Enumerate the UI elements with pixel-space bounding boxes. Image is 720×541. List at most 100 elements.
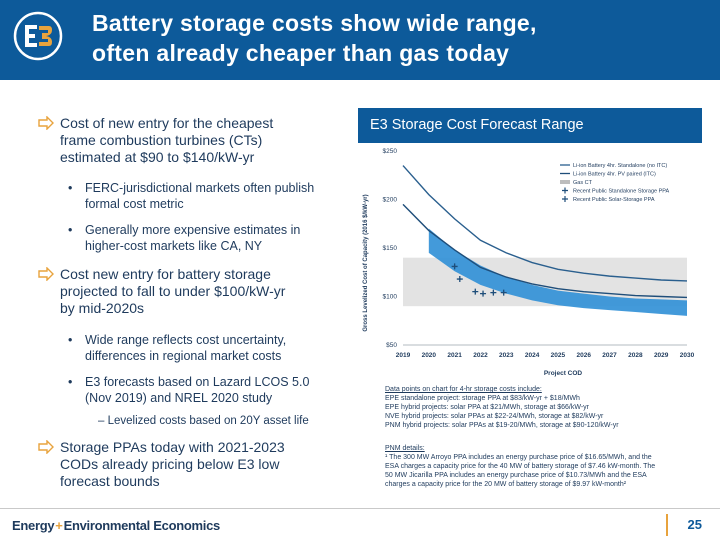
solar-storage-ppa-point [472,288,479,295]
footer-brand: Energy+Environmental Economics [12,518,220,533]
ppa-marker-dot [453,265,456,268]
page-number-divider [666,514,668,536]
legend-plus-icon [562,187,568,194]
chart-header: E3 Storage Cost Forecast Range [358,108,702,143]
solar-storage-ppa-point [500,289,507,296]
footer-brand-right: Environmental Economics [63,518,221,533]
sub-line: Wide range reflects cost uncertainty, [85,333,287,347]
legend-label: Recent Public Solar-Storage PPA [573,197,655,203]
series-line-pv-paired [402,203,688,299]
x-tick-label: 2020 [422,352,437,359]
footer [0,508,720,541]
bullet-ct-cost: Cost of new entry for the cheapest frame… [38,115,350,166]
arrow-bullet-icon [38,440,54,454]
notes-line: EPE standalone project: storage PPA at $… [385,395,580,402]
x-tick-label: 2026 [576,352,591,359]
sub-line: Generally more expensive estimates in [85,223,301,237]
x-tick-label: 2025 [551,352,566,359]
legend-item: Recent Public Solar-Storage PPA [562,196,655,203]
ppa-marker-dot [458,278,461,281]
bullet-line: Cost of new entry for the cheapest [60,115,274,131]
legend-label: Li-ion Battery 4hr. PV paired (ITC) [573,172,656,178]
bullet-battery-cost: Cost new entry for battery storage proje… [38,266,350,317]
x-tick-label: 2030 [680,352,695,359]
x-tick-label: 2021 [447,352,462,359]
x-tick-label: 2022 [473,352,488,359]
y-tick-label: $50 [386,342,397,349]
legend-item: Li-ion Battery 4hr. Standalone (no ITC) [560,163,667,169]
notes-line: 50 MW Jicarilla PPA includes an energy p… [385,472,647,479]
sub-sub-bullet-levelized: – Levelized costs based on 20Y asset lif… [98,415,309,427]
sub-line: FERC-jurisdictional markets often publis… [85,181,315,195]
bullet-line: CODs already pricing below E3 low [60,456,280,472]
legend-plus-icon [562,196,568,202]
legend-label: Recent Public Standalone Storage PPA [573,189,670,195]
bullet-line: estimated at $90 to $140/kW-yr [60,149,255,165]
notes-line: NVE hybrid projects: solar PPAs at $22-2… [385,413,604,420]
sub-line: E3 forecasts based on Lazard LCOS 5.0 [85,375,310,389]
sub-bullet-forecast-basis: • E3 forecasts based on Lazard LCOS 5.0 … [68,374,350,406]
sub-line: differences in regional market costs [85,349,282,363]
legend-item: Gas CT [560,180,593,186]
sub-bullet-ferc: • FERC-jurisdictional markets often publ… [68,180,350,212]
sub-bullet-wide-range: • Wide range reflects cost uncertainty, … [68,332,350,364]
sub-bullet-higher-cost: • Generally more expensive estimates in … [68,222,350,254]
page-title: Battery storage costs show wide range, o… [92,8,712,68]
bullet-line: forecast bounds [60,473,160,489]
notes-line: ¹ The 300 MW Arroyo PPA includes an ener… [385,454,652,461]
notes-line: ESA charges a capacity price for the 40 … [385,463,656,470]
sub-line: higher-cost markets like CA, NY [85,239,263,253]
notes-line: EPE hybrid projects: solar PPA at $21/MW… [385,404,589,411]
standalone-ppa-point [451,263,458,270]
notes-line: charges a capacity price for the 20 MW o… [385,481,627,488]
y-tick-label: $100 [383,294,398,301]
storage-cost-range-band [428,228,687,316]
x-tick-label: 2019 [396,352,411,359]
y-axis-label: Gross Levelized Cost of Capacity (2016 $… [363,194,369,331]
legend-item: Li-ion Battery 4hr. PV paired (ITC) [560,172,656,178]
x-tick-label: 2029 [654,352,669,359]
notes-line: PNM hybrid projects: solar PPAs at $19-2… [385,422,619,429]
dot-icon: • [68,375,73,389]
sub-line: (Nov 2019) and NREL 2020 study [85,391,273,405]
y-tick-label: $150 [383,245,398,252]
solar-storage-ppa-point [456,276,463,283]
notes-heading: Data points on chart for 4-hr storage co… [385,386,542,393]
dot-icon: • [68,223,73,237]
bullet-line: by mid-2020s [60,300,145,316]
legend-item: Recent Public Standalone Storage PPA [562,187,670,195]
title-line-2: often already cheaper than gas today [92,40,510,66]
ppa-marker-dot [492,291,495,294]
footer-brand-left: Energy [12,518,55,533]
dot-icon: • [68,181,73,195]
legend-label: Gas CT [573,180,593,186]
page-number: 25 [687,517,702,532]
bullet-line: Cost new entry for battery storage [60,266,271,282]
sub-line: formal cost metric [85,197,184,211]
cost-forecast-chart: $250 $200 $150 $100 $50 2019 2020 2021 2022 2023 2… [355,145,705,377]
legend-label: Li-ion Battery 4hr. Standalone (no ITC) [573,163,667,169]
x-tick-label: 2024 [525,352,540,359]
e3-logo-icon [13,11,63,61]
notes-pnm-details: PNM details: ¹ The 300 MW Arroyo PPA inc… [385,444,705,489]
bullet-storage-ppas: Storage PPAs today with 2021-2023 CODs a… [38,439,350,490]
y-tick-label: $250 [383,148,398,155]
dot-icon: • [68,333,73,347]
arrow-bullet-icon [38,267,54,281]
series-line-standalone [402,165,688,282]
x-tick-label: 2027 [602,352,617,359]
bullet-line: Storage PPAs today with 2021-2023 [60,439,285,455]
notes-heading: PNM details: [385,445,425,452]
bullet-line: projected to fall to under $100/kW-yr [60,283,286,299]
ppa-marker-dot [502,291,505,294]
ppa-marker-dot [482,292,485,295]
solar-storage-ppa-point [490,289,497,296]
arrow-bullet-icon [38,116,54,130]
x-tick-label: 2023 [499,352,514,359]
y-tick-label: $200 [383,197,398,204]
title-line-1: Battery storage costs show wide range, [92,10,537,36]
bullet-line: frame combustion turbines (CTs) [60,132,263,148]
ppa-marker-dot [474,290,477,293]
solar-storage-ppa-point [480,290,487,297]
header-bar [0,0,720,80]
